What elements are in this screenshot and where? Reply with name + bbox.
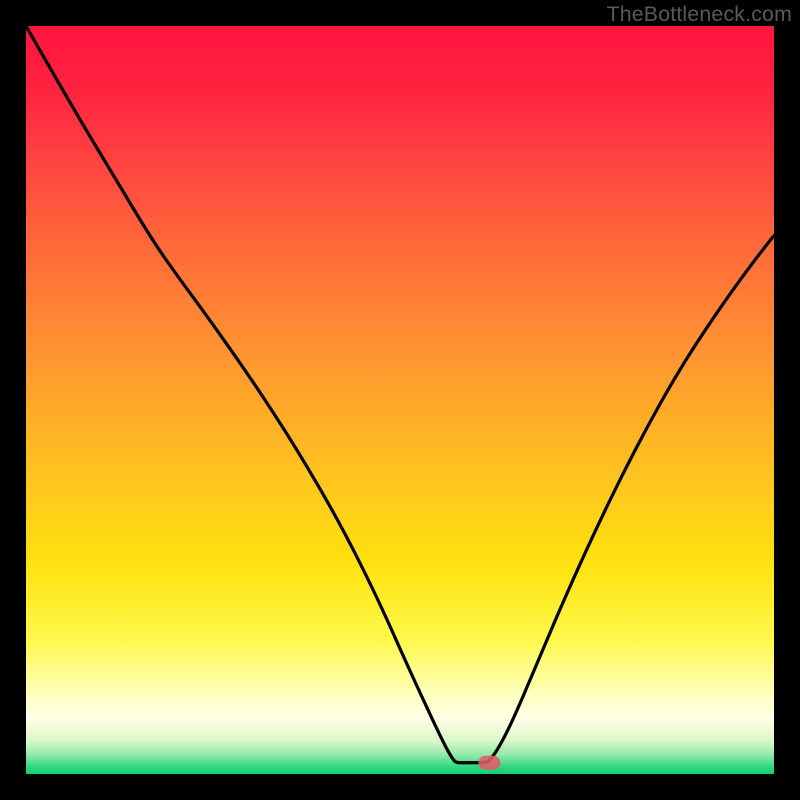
watermark-text: TheBottleneck.com [607, 2, 792, 27]
optimum-marker [478, 756, 500, 770]
bottleneck-chart [0, 0, 800, 800]
